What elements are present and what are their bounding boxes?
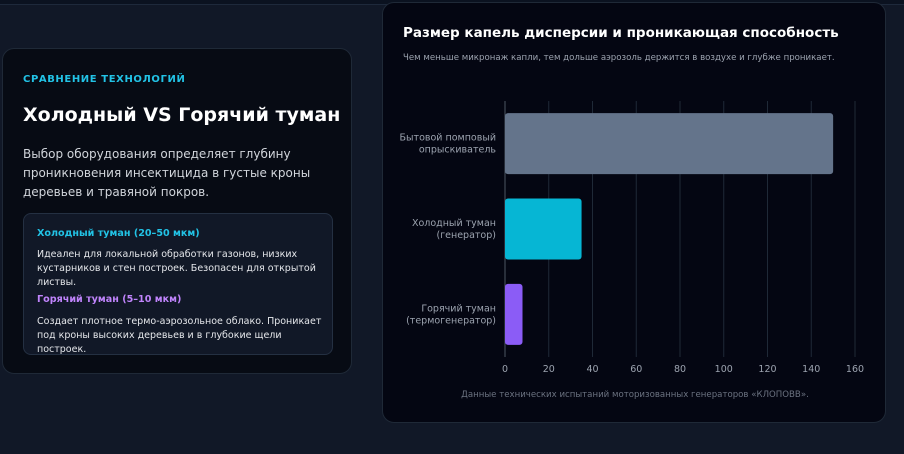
- chart-title: Размер капель дисперсии и проникающая сп…: [403, 25, 839, 41]
- x-tick-label: 80: [674, 364, 686, 375]
- x-tick-label: 40: [586, 364, 598, 375]
- chart-footnote: Данные технических испытаний моторизован…: [461, 390, 809, 400]
- hot-fog-text: Создает плотное термо-аэрозольное облако…: [37, 316, 322, 355]
- section-description: Выбор оборудования определяет глубину пр…: [23, 147, 311, 199]
- hot-fog-title: Горячий туман (5–10 мкм): [37, 294, 182, 305]
- x-tick-label: 160: [846, 364, 864, 375]
- comparison-card: СРАВНЕНИЕ ТЕХНОЛОГИЙ Холодный VS Горячий…: [2, 48, 352, 374]
- section-heading: Холодный VS Горячий туман: [23, 104, 341, 126]
- bar: [505, 113, 834, 175]
- category-label: Бытовой помповый опрыскиватель: [400, 133, 497, 156]
- cold-fog-text: Идеален для локальной обработки газонов,…: [37, 249, 316, 288]
- x-tick-label: 100: [715, 364, 733, 375]
- category-label: Горячий туман (термогенератор): [406, 303, 496, 326]
- bar: [505, 283, 523, 345]
- x-tick-label: 20: [543, 364, 555, 375]
- bar: [505, 198, 582, 260]
- x-tick-label: 140: [802, 364, 820, 375]
- category-label: Холодный туман (генератор): [412, 218, 496, 241]
- chart-subtitle: Чем меньше микронаж капли, тем дольше аэ…: [403, 53, 835, 63]
- chart-card: Размер капель дисперсии и проникающая сп…: [382, 2, 886, 423]
- section-eyebrow: СРАВНЕНИЕ ТЕХНОЛОГИЙ: [23, 74, 186, 85]
- technology-details-card: Холодный туман (20–50 мкм) Идеален для л…: [23, 213, 333, 355]
- x-tick-label: 0: [502, 364, 508, 375]
- x-tick-label: 60: [630, 364, 642, 375]
- x-tick-label: 120: [758, 364, 776, 375]
- bar-chart: 0 20 40 60 80 100 120 140 160 Бытовой помповый опр…: [400, 101, 864, 375]
- cold-fog-title: Холодный туман (20–50 мкм): [37, 228, 200, 239]
